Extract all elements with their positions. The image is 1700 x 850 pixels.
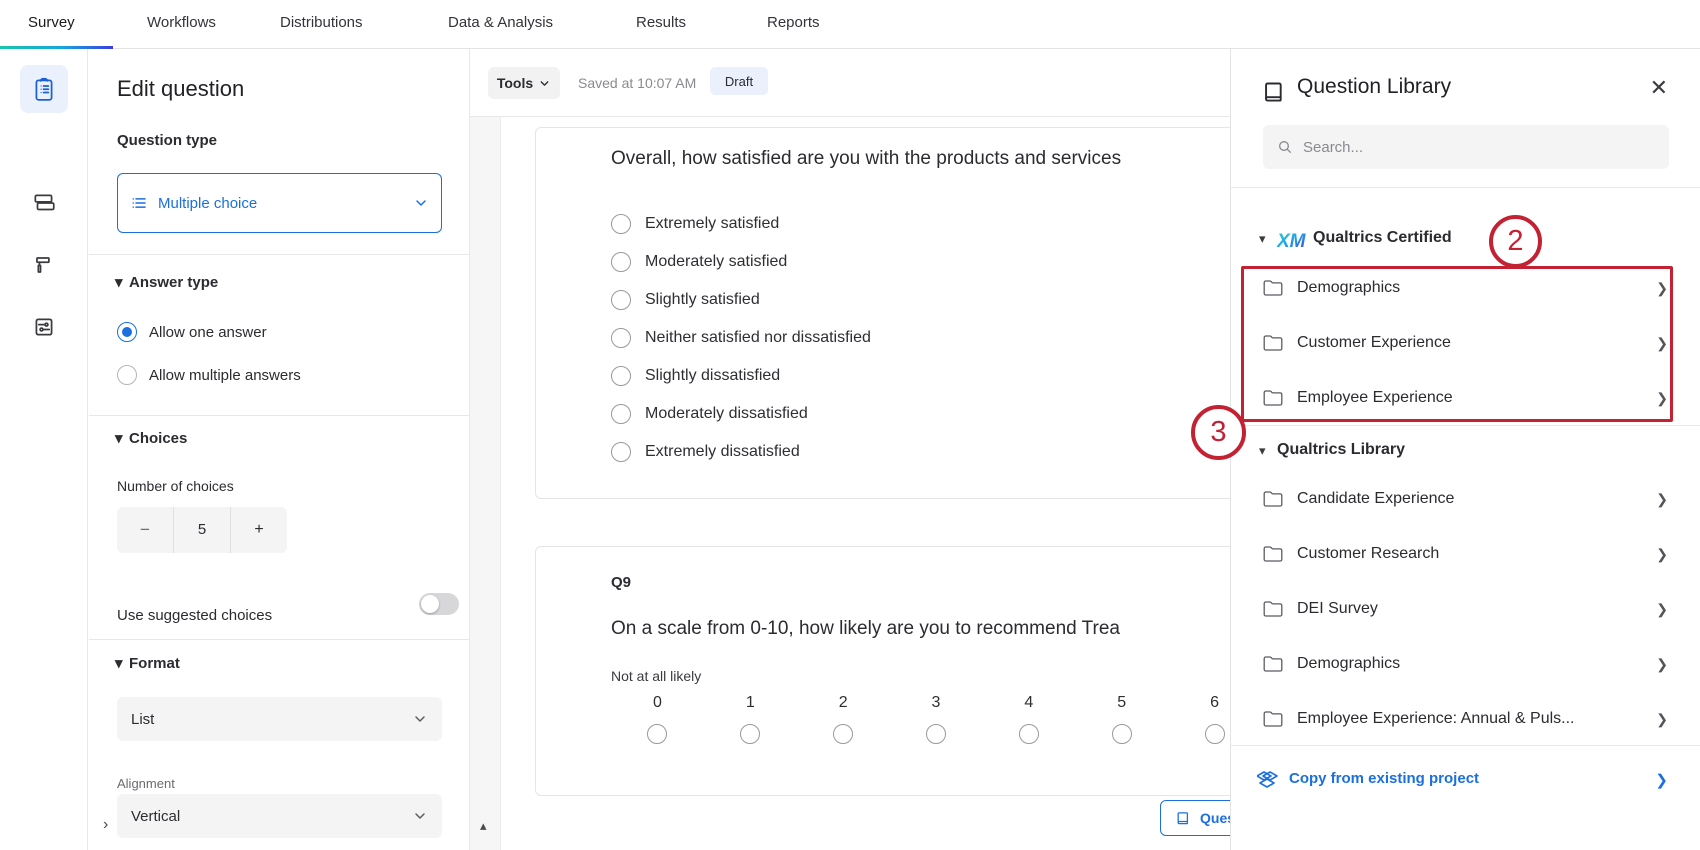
svg-text:XM: XM [1277, 231, 1307, 252]
